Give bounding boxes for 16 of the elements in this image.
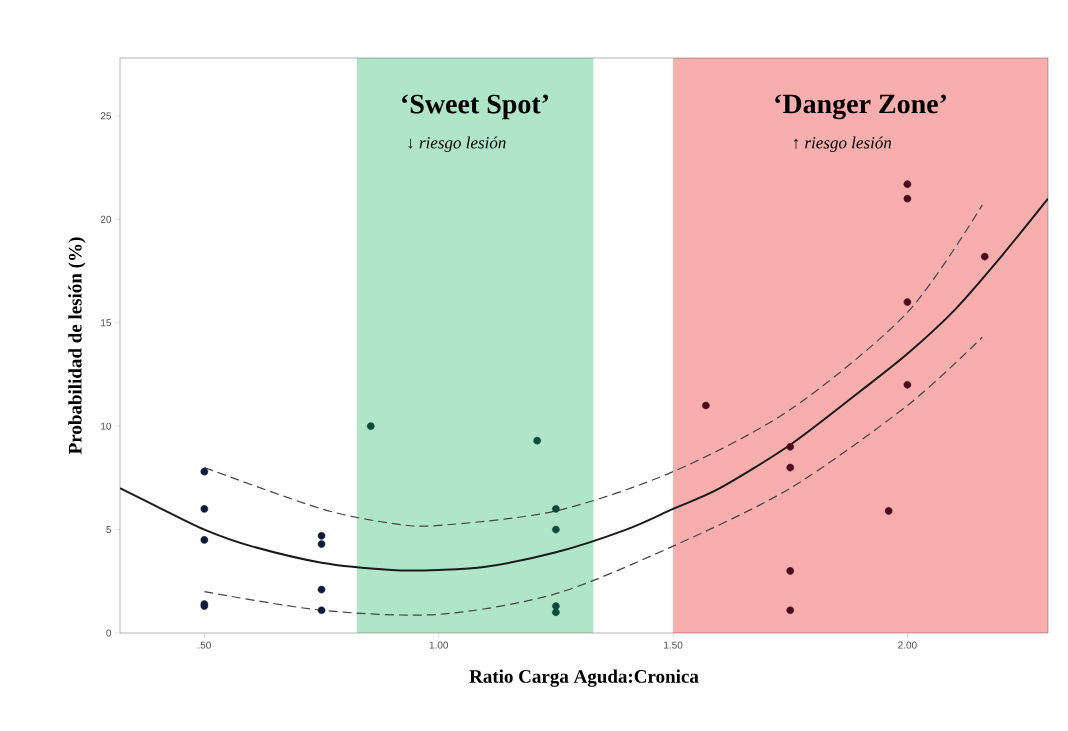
y-tick-label: 5 — [106, 526, 112, 534]
annotation: ↑ riesgo lesión — [793, 136, 892, 152]
x-tick-label: 2.00 — [898, 641, 917, 649]
band-label: ‘Danger Zone’ — [775, 94, 946, 120]
x-tick-label: .50 — [198, 641, 211, 649]
y-tick-label: 15 — [101, 319, 112, 327]
x-axis-title: Ratio Carga Aguda:Cronica — [469, 669, 699, 687]
band-label: ‘Sweet Spot’ — [402, 94, 549, 120]
y-axis-title: Probabilidad de lesión (%) — [68, 237, 86, 454]
x-tick-label: 1.50 — [664, 641, 683, 649]
y-tick-label: 10 — [101, 422, 112, 430]
y-tick-label: 20 — [100, 215, 112, 223]
y-tick-label: 25 — [100, 112, 112, 120]
annotation: ↓ riesgo lesión — [408, 136, 506, 152]
x-tick-label: 1.00 — [429, 641, 449, 649]
y-tick-label: 0 — [106, 629, 112, 637]
